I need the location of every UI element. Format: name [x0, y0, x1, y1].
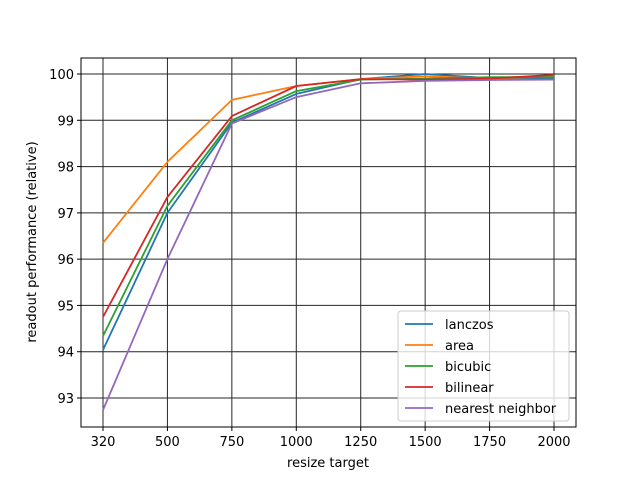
x-tick-label: 500: [155, 435, 180, 450]
x-tick-label: 2000: [537, 435, 570, 450]
y-tick-label: 100: [49, 68, 74, 83]
y-tick-label: 99: [57, 114, 74, 129]
plot-area-frame: [80, 57, 577, 428]
legend-item: bilinear: [405, 381, 494, 396]
series-line-bilinear: [102, 74, 555, 318]
series-line-area: [102, 75, 555, 244]
y-tick-label: 94: [57, 346, 74, 361]
legend-label: nearest neighbor: [445, 402, 557, 417]
y-tick-label: 96: [57, 253, 74, 268]
legend-item: lanczos: [405, 318, 494, 333]
y-tick-label: 97: [57, 207, 74, 222]
legend-item: area: [405, 339, 474, 354]
x-tick-label: 1500: [409, 435, 442, 450]
legend-box: [397, 310, 570, 422]
series-line-nearest-neighbor: [102, 78, 555, 411]
series-line-bicubic: [102, 76, 554, 337]
legend-item: bicubic: [405, 360, 491, 375]
series-line-lanczos: [102, 73, 555, 351]
legend: lanczos area bicubic bilinear nearest neighb…: [397, 310, 570, 422]
legend-label: bilinear: [445, 381, 494, 396]
legend-label: lanczos: [445, 318, 494, 333]
legend-label: area: [445, 339, 474, 354]
y-tick-label: 98: [57, 161, 74, 176]
legend-label: bicubic: [445, 360, 491, 375]
x-tick-label: 320: [91, 435, 116, 450]
series-lines: [102, 73, 555, 411]
x-tick-label: 1000: [280, 435, 313, 450]
grid-lines: [81, 58, 576, 427]
x-axis-ticks: 320 500 750 1000 1250 1500 1750 2000: [91, 427, 571, 450]
x-tick-label: 1750: [473, 435, 506, 450]
legend-item: nearest neighbor: [405, 402, 557, 417]
x-tick-label: 1250: [344, 435, 377, 450]
y-axis-label: readout performance (relative): [25, 141, 40, 342]
y-axis-ticks: 93 94 95 96 97 98 99 100: [49, 68, 81, 407]
x-axis-label: resize target: [287, 456, 369, 471]
y-tick-label: 95: [57, 299, 74, 314]
x-tick-label: 750: [219, 435, 244, 450]
y-tick-label: 93: [57, 392, 74, 407]
